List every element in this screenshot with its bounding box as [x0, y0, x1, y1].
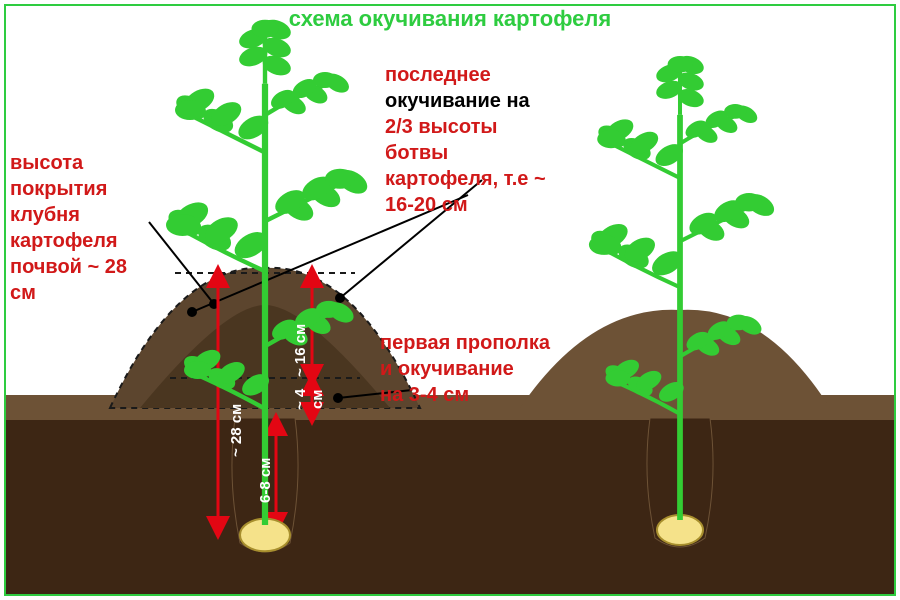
label-tuber-cover-height: высотапокрытияклубнякартофеляпочвой ~ 28…: [10, 150, 150, 306]
label-first-hilling: первая прополкаи окучиваниена 3-4 см: [380, 330, 620, 408]
vlabel-4cm: ~ 4 см: [292, 380, 326, 418]
vlabel-28cm: ~ 28 см: [228, 330, 245, 530]
soil-deep: [6, 395, 894, 594]
label-last-hilling: последнееокучивание на2/3 высотыботвыкар…: [385, 62, 635, 218]
vlabel-6-8cm: 6-8 см: [257, 435, 274, 525]
